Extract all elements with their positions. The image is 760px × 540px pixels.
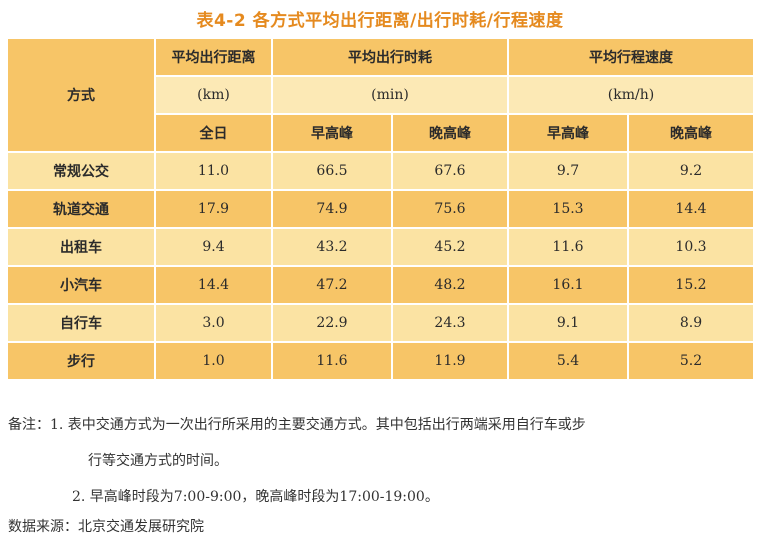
cell-speed-am: 9.7 <box>509 153 629 191</box>
cell-time-am: 22.9 <box>273 305 393 343</box>
mode-column-header: 方式 <box>8 39 156 153</box>
cell-speed-am: 5.4 <box>509 343 629 381</box>
table-row: 常规公交 11.0 66.5 67.6 9.7 9.2 <box>8 153 753 191</box>
cell-time-pm: 48.2 <box>393 267 509 305</box>
table-row: 出租车 9.4 43.2 45.2 11.6 10.3 <box>8 229 753 267</box>
cell-time-am: 74.9 <box>273 191 393 229</box>
cell-time-am: 66.5 <box>273 153 393 191</box>
row-mode: 轨道交通 <box>8 191 156 229</box>
unit-time: (min) <box>273 77 509 115</box>
table-row: 小汽车 14.4 47.2 48.2 16.1 15.2 <box>8 267 753 305</box>
cell-time-pm: 67.6 <box>393 153 509 191</box>
table-row: 自行车 3.0 22.9 24.3 9.1 8.9 <box>8 305 753 343</box>
cell-speed-pm: 5.2 <box>629 343 753 381</box>
cell-distance: 9.4 <box>156 229 273 267</box>
subheader-speed-am-peak: 早高峰 <box>509 115 629 153</box>
subheader-time-am-peak: 早高峰 <box>273 115 393 153</box>
cell-time-am: 47.2 <box>273 267 393 305</box>
note-2: 2. 早高峰时段为7:00-9:00，晚高峰时段为17:00-19:00。 <box>72 489 439 505</box>
cell-time-pm: 45.2 <box>393 229 509 267</box>
unit-distance: (km) <box>156 77 273 115</box>
cell-time-pm: 24.3 <box>393 305 509 343</box>
cell-time-pm: 75.6 <box>393 191 509 229</box>
cell-distance: 14.4 <box>156 267 273 305</box>
row-mode: 步行 <box>8 343 156 381</box>
row-mode: 自行车 <box>8 305 156 343</box>
cell-speed-pm: 15.2 <box>629 267 753 305</box>
unit-speed: (km/h) <box>509 77 753 115</box>
cell-time-am: 11.6 <box>273 343 393 381</box>
cell-speed-pm: 14.4 <box>629 191 753 229</box>
data-source: 数据来源：北京交通发展研究院 <box>8 519 204 535</box>
table-row: 步行 1.0 11.6 11.9 5.4 5.2 <box>8 343 753 381</box>
row-mode: 小汽车 <box>8 267 156 305</box>
table-title: 表4-2 各方式平均出行距离/出行时耗/行程速度 <box>196 11 564 31</box>
note-1: 备注：1. 表中交通方式为一次出行所采用的主要交通方式。其中包括出行两端采用自行… <box>8 417 586 433</box>
cell-speed-am: 11.6 <box>509 229 629 267</box>
cell-time-am: 43.2 <box>273 229 393 267</box>
row-mode: 常规公交 <box>8 153 156 191</box>
cell-speed-am: 16.1 <box>509 267 629 305</box>
cell-distance: 11.0 <box>156 153 273 191</box>
group-header-time: 平均出行时耗 <box>273 39 509 77</box>
table-row: 轨道交通 17.9 74.9 75.6 15.3 14.4 <box>8 191 753 229</box>
cell-speed-am: 15.3 <box>509 191 629 229</box>
cell-time-pm: 11.9 <box>393 343 509 381</box>
travel-stats-table: 方式 平均出行距离 平均出行时耗 平均行程速度 (km) (min) (km/h… <box>8 39 753 381</box>
cell-distance: 17.9 <box>156 191 273 229</box>
cell-speed-pm: 9.2 <box>629 153 753 191</box>
cell-distance: 3.0 <box>156 305 273 343</box>
group-header-speed: 平均行程速度 <box>509 39 753 77</box>
cell-speed-pm: 10.3 <box>629 229 753 267</box>
cell-speed-pm: 8.9 <box>629 305 753 343</box>
note-1-continued: 行等交通方式的时间。 <box>88 453 228 469</box>
cell-speed-am: 9.1 <box>509 305 629 343</box>
group-header-distance: 平均出行距离 <box>156 39 273 77</box>
subheader-all-day: 全日 <box>156 115 273 153</box>
subheader-speed-pm-peak: 晚高峰 <box>629 115 753 153</box>
cell-distance: 1.0 <box>156 343 273 381</box>
subheader-time-pm-peak: 晚高峰 <box>393 115 509 153</box>
row-mode: 出租车 <box>8 229 156 267</box>
